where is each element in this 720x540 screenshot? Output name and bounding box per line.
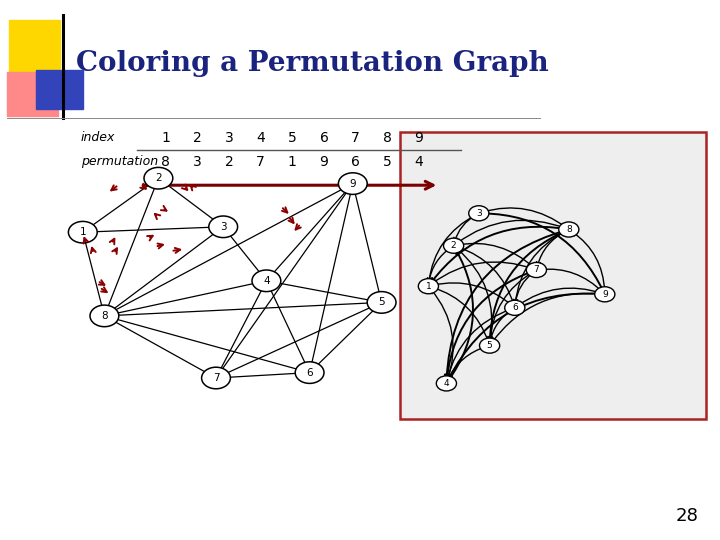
Circle shape: [90, 305, 119, 327]
Bar: [36, 70, 83, 109]
Text: 7: 7: [256, 155, 265, 169]
Text: 4: 4: [256, 131, 265, 145]
Circle shape: [559, 222, 579, 237]
Circle shape: [469, 206, 489, 221]
Circle shape: [444, 238, 464, 253]
Text: 1: 1: [288, 155, 297, 169]
Text: 4: 4: [444, 379, 449, 388]
Circle shape: [505, 300, 525, 315]
Text: 2: 2: [193, 131, 202, 145]
Text: 8: 8: [161, 155, 170, 169]
Text: 7: 7: [534, 266, 539, 274]
Text: 6: 6: [306, 368, 313, 377]
Text: 8: 8: [101, 311, 108, 321]
Text: 4: 4: [263, 276, 270, 286]
Text: 9: 9: [320, 155, 328, 169]
Text: 1: 1: [79, 227, 86, 237]
Circle shape: [209, 216, 238, 238]
Text: 9: 9: [349, 179, 356, 188]
Circle shape: [436, 376, 456, 391]
Text: 5: 5: [383, 155, 392, 169]
Text: 8: 8: [383, 131, 392, 145]
Text: 3: 3: [220, 222, 227, 232]
Text: 7: 7: [212, 373, 220, 383]
Circle shape: [595, 287, 615, 302]
Text: 2: 2: [155, 173, 162, 183]
Text: 4: 4: [415, 155, 423, 169]
Text: 2: 2: [451, 241, 456, 250]
Circle shape: [367, 292, 396, 313]
Text: 6: 6: [512, 303, 518, 312]
Text: Coloring a Permutation Graph: Coloring a Permutation Graph: [76, 50, 549, 77]
Text: 3: 3: [225, 131, 233, 145]
Circle shape: [144, 167, 173, 189]
Text: 5: 5: [378, 298, 385, 307]
Text: 1: 1: [426, 282, 431, 291]
Bar: [7, 72, 58, 116]
Text: 28: 28: [675, 507, 698, 525]
Bar: [9, 20, 60, 78]
Circle shape: [338, 173, 367, 194]
Circle shape: [295, 362, 324, 383]
Circle shape: [418, 279, 438, 294]
Text: 2: 2: [225, 155, 233, 169]
Circle shape: [480, 338, 500, 353]
Text: 7: 7: [351, 131, 360, 145]
Text: permutation: permutation: [81, 156, 158, 168]
Text: index: index: [81, 131, 115, 144]
Circle shape: [526, 262, 546, 278]
Text: 1: 1: [161, 131, 170, 145]
Circle shape: [252, 270, 281, 292]
Text: 3: 3: [193, 155, 202, 169]
Text: 6: 6: [320, 131, 328, 145]
Circle shape: [202, 367, 230, 389]
Text: 9: 9: [602, 290, 608, 299]
Bar: [400, 132, 706, 418]
Text: 8: 8: [566, 225, 572, 234]
Circle shape: [68, 221, 97, 243]
Text: 9: 9: [415, 131, 423, 145]
Text: 6: 6: [351, 155, 360, 169]
Text: 5: 5: [487, 341, 492, 350]
Text: 3: 3: [476, 209, 482, 218]
Text: 5: 5: [288, 131, 297, 145]
